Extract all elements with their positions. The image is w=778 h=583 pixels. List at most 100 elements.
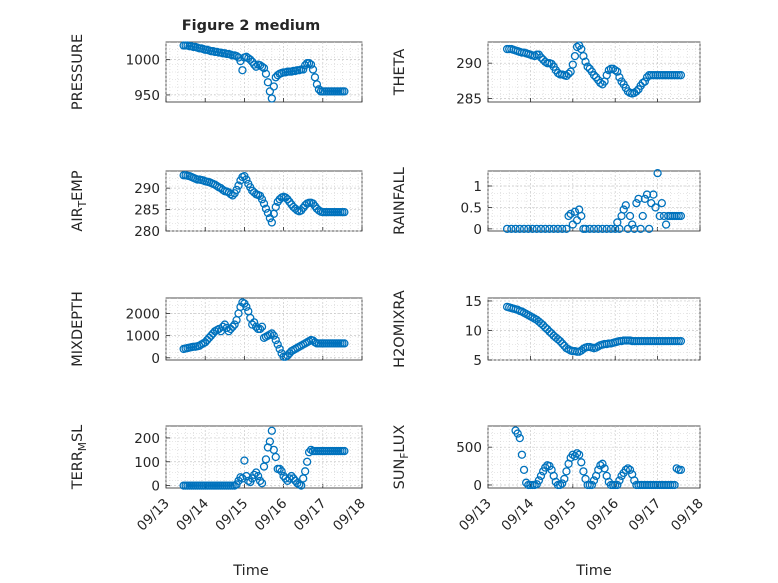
- data-point: [625, 211, 635, 221]
- data-point: [558, 339, 567, 348]
- data-point: [340, 339, 349, 348]
- data-point: [545, 224, 554, 234]
- data-point: [661, 220, 671, 229]
- y-tick-label: 280: [134, 224, 160, 240]
- data-point: [261, 69, 271, 78]
- y-tick-label: 15: [465, 294, 482, 310]
- data-point: [257, 322, 267, 331]
- subplot-3: 280 285 290 AIRTEMP: [70, 170, 363, 240]
- subplot-6: 5 10 15 H2OMIXRA: [392, 290, 701, 369]
- data-point: [619, 205, 628, 214]
- data-point: [519, 224, 529, 234]
- data-point: [275, 344, 284, 354]
- data-point: [647, 198, 656, 208]
- data-point: [562, 71, 571, 81]
- scatter-series: [502, 168, 686, 234]
- data-point: [301, 61, 310, 70]
- data-point: [252, 62, 261, 71]
- y-axis-label: PRESSURE: [70, 34, 86, 110]
- x-tick-label: 09/14: [173, 496, 212, 535]
- data-point: [672, 464, 681, 473]
- scatter-series: [511, 426, 686, 490]
- data-point: [257, 62, 267, 71]
- data-point: [606, 224, 616, 234]
- data-point: [271, 335, 280, 345]
- data-point: [302, 457, 312, 466]
- data-point: [560, 474, 569, 484]
- data-point: [304, 59, 314, 68]
- scatter-series: [502, 41, 686, 98]
- data-point: [564, 69, 573, 78]
- subplot-5: 0 1000 2000 MIXDEPTH: [70, 291, 363, 367]
- y-tick-label: 285: [456, 91, 482, 107]
- y-tick-label: 1: [473, 179, 482, 195]
- data-point: [261, 204, 271, 213]
- x-tick-label: 09/15: [212, 496, 251, 535]
- y-tick-label: 500: [456, 440, 482, 456]
- data-point: [577, 211, 586, 221]
- scatter-series: [179, 298, 349, 361]
- data-point: [255, 324, 265, 334]
- y-tick-label: 0: [151, 479, 160, 495]
- data-point: [583, 62, 592, 71]
- data-point: [263, 208, 273, 218]
- data-point: [621, 201, 630, 210]
- data-point: [267, 218, 276, 227]
- figure-title: Figure 2 medium: [182, 18, 320, 34]
- data-point: [230, 320, 239, 329]
- data-point: [568, 220, 577, 229]
- data-point: [555, 336, 565, 346]
- data-point: [543, 325, 552, 334]
- data-point: [536, 224, 546, 234]
- data-point: [575, 450, 584, 459]
- data-point: [611, 66, 620, 75]
- data-point: [572, 42, 582, 52]
- data-point: [273, 340, 282, 349]
- data-point: [277, 467, 286, 476]
- data-point: [269, 82, 278, 91]
- scatter-series: [179, 426, 349, 490]
- y-tick-label: 200: [134, 431, 160, 447]
- data-point: [640, 194, 650, 204]
- data-point: [676, 71, 686, 80]
- data-point: [547, 329, 556, 338]
- data-point: [657, 198, 666, 208]
- scatter-series: [502, 302, 686, 356]
- data-point: [562, 467, 571, 476]
- data-point: [676, 211, 686, 221]
- data-point: [234, 181, 243, 190]
- data-point: [676, 465, 686, 475]
- data-point: [670, 480, 679, 490]
- data-point: [340, 87, 349, 96]
- x-axis-label-right: Time: [575, 563, 612, 579]
- scatter-series: [179, 171, 349, 227]
- data-point: [549, 224, 558, 234]
- data-point: [228, 191, 237, 200]
- y-tick-label: 5: [473, 353, 482, 369]
- data-point: [594, 224, 603, 234]
- data-point: [534, 476, 544, 485]
- data-point: [528, 224, 537, 234]
- y-axis-label: MIXDEPTH: [70, 291, 86, 367]
- y-tick-label: 1000: [126, 53, 160, 69]
- y-tick-label: 290: [456, 56, 482, 72]
- y-tick-label: 285: [134, 203, 160, 219]
- data-point: [623, 464, 633, 473]
- data-point: [566, 209, 575, 219]
- x-tick-label: 09/13: [134, 496, 173, 535]
- data-point: [304, 448, 314, 457]
- y-tick-label: 950: [134, 88, 160, 104]
- subplot-7: 0 100 200 TERRMSL 09/13 09/14 09/15 09/16 09/17 0…: [70, 425, 369, 535]
- data-point: [242, 175, 251, 184]
- data-point: [267, 329, 276, 338]
- subplot-2: 285 290 THETA: [392, 41, 701, 107]
- y-tick-label: 0: [151, 351, 160, 367]
- data-point: [299, 65, 308, 74]
- data-point: [265, 437, 275, 446]
- data-point: [613, 480, 622, 490]
- x-tick-label: 09/17: [291, 496, 330, 535]
- data-point: [630, 476, 639, 485]
- data-point: [632, 198, 641, 208]
- data-point: [246, 55, 255, 64]
